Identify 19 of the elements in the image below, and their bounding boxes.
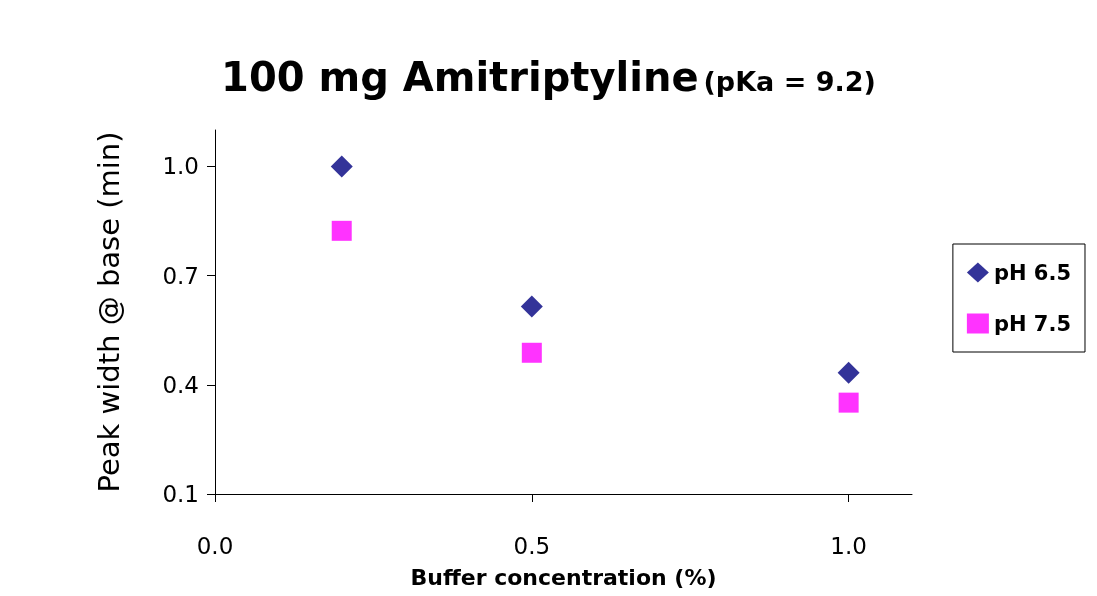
chart-subtitle: (pKa = 9.2) [703,65,876,97]
y-tick-label: 1.0 [162,153,199,180]
point [838,392,859,413]
point [330,155,353,178]
y-tick-label: 0.1 [162,481,199,507]
x-tick-label: 0.5 [513,532,551,559]
x-axis-title: Buffer concentration (%) [410,564,717,590]
legend-label: pH 7.5 [993,311,1072,336]
x-tick-label: 1.0 [830,532,867,559]
chart-title: 100 mg Amitriptyline [221,54,699,100]
x-tick-label: 0.0 [196,532,234,559]
legend-label: pH 6.5 [993,260,1072,285]
point [331,220,352,241]
y-axis-title: Peak width @ base (min) [92,131,126,493]
y-tick-label: 0.7 [162,262,199,289]
point [520,295,543,318]
point [521,342,542,363]
point [837,361,860,384]
y-tick-label: 0.4 [162,371,199,398]
